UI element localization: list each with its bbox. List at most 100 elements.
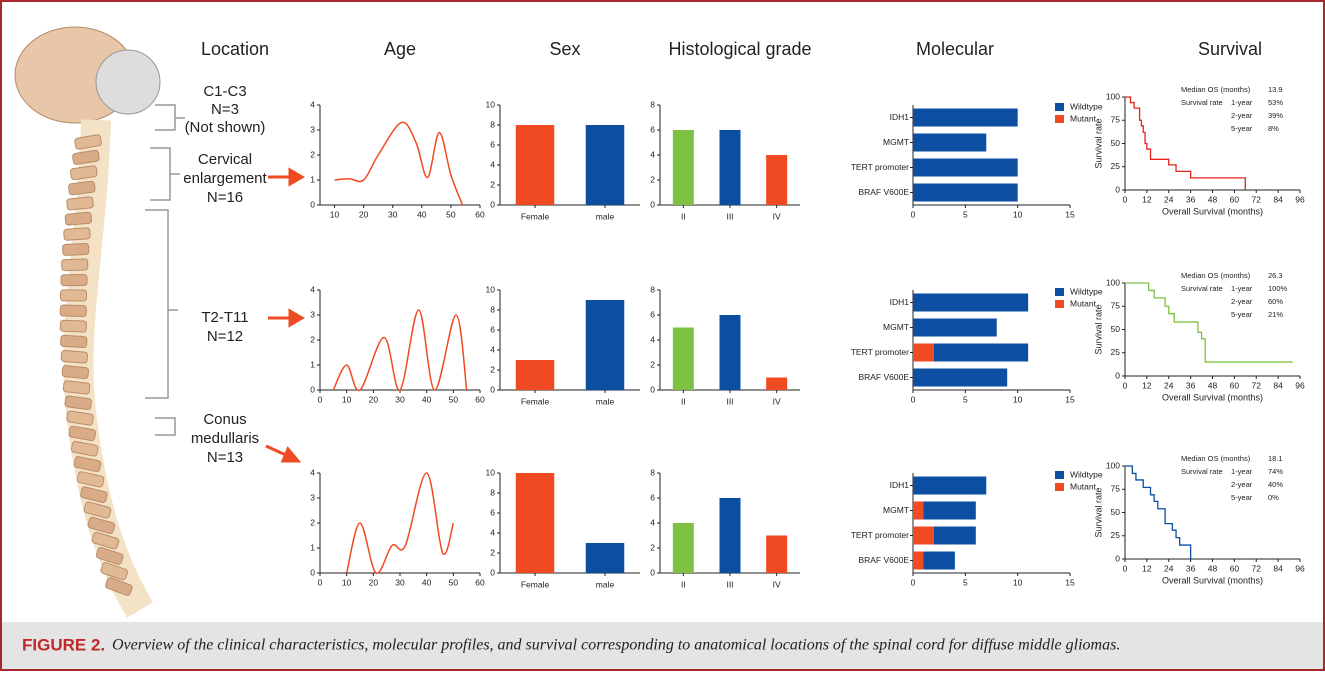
legend-label: Wildtype [1070,101,1103,111]
x-tick-label: 5 [963,209,968,219]
legend-swatch [1055,115,1064,123]
vertebra [60,320,86,332]
x-tick-label: 10 [1013,209,1023,219]
x-tick-label: 40 [422,394,432,404]
y-tick-label: 75 [1111,301,1121,311]
y-tick-label: MGMT [883,322,909,332]
bar [516,360,555,390]
y-tick-label: BRAF V600E [858,555,909,565]
annotation-label: Survival rate [1181,467,1223,476]
x-tick-label: 10 [330,209,340,219]
bar-segment [913,369,1007,387]
x-tick-label: 50 [449,394,459,404]
x-tick-label: 30 [395,577,405,587]
x-tick-label: 20 [369,577,379,587]
annotation-period: 1-year [1231,284,1253,293]
annotation-period: 5-year [1231,310,1253,319]
x-tick-label: 60 [475,209,485,219]
x-tick-label: 20 [369,394,379,404]
y-tick-label: 10 [486,99,496,109]
x-tick-label: male [596,211,615,221]
y-tick-label: 4 [650,149,655,159]
location-label: N=3 [211,101,239,118]
x-tick-label: Female [521,396,550,406]
x-tick-label: 50 [449,577,459,587]
bar [673,328,694,391]
y-tick-label: 0 [490,384,495,394]
bar-segment [913,319,997,337]
x-tick-label: 10 [1013,577,1023,587]
x-tick-label: 15 [1065,209,1075,219]
y-tick-label: 25 [1111,161,1121,171]
y-tick-label: 4 [310,99,315,109]
location-label: Cervical [198,151,252,168]
y-tick-label: TERT promoter [851,162,909,172]
annotation-value: 26.3 [1268,271,1283,280]
annotation-value: 100% [1268,284,1288,293]
column-header: Molecular [916,39,994,59]
x-tick-label: IV [773,579,781,589]
annotation-value: 13.9 [1268,85,1283,94]
x-tick-label: 12 [1142,380,1152,390]
bar-segment [934,527,976,545]
annotation-period: 2-year [1231,480,1253,489]
location-label: N=13 [207,449,243,466]
bar [586,125,625,205]
legend-swatch [1055,471,1064,479]
vertebra [67,197,94,211]
x-tick-label: IV [773,211,781,221]
x-tick-label: III [726,579,733,589]
x-axis-label: Overall Survival (months) [1162,575,1263,585]
vertebra [62,243,88,255]
bar-segment [913,159,1018,177]
x-tick-label: 24 [1164,563,1174,573]
y-tick-label: 50 [1111,138,1121,148]
x-tick-label: 24 [1164,380,1174,390]
y-tick-label: 25 [1111,530,1121,540]
y-tick-label: 75 [1111,115,1121,125]
y-tick-label: 8 [490,487,495,497]
y-tick-label: 4 [310,284,315,294]
legend-swatch [1055,483,1064,491]
x-tick-label: 12 [1142,194,1152,204]
y-tick-label: 4 [490,344,495,354]
y-tick-label: 0 [650,384,655,394]
y-tick-label: 50 [1111,507,1121,517]
caption-text: Overview of the clinical characteristics… [112,637,1120,654]
y-tick-label: 100 [1106,460,1120,470]
x-tick-label: 0 [1123,380,1128,390]
y-tick-label: 0 [1115,184,1120,194]
x-tick-label: 48 [1208,563,1218,573]
x-tick-label: 50 [446,209,456,219]
x-tick-label: Female [521,579,550,589]
y-tick-label: 2 [310,517,315,527]
x-tick-label: 60 [1230,380,1240,390]
bar-segment [913,184,1018,202]
y-axis-label: Survival rate [1093,304,1103,354]
y-tick-label: 3 [310,309,315,319]
x-tick-label: 15 [1065,394,1075,404]
x-tick-label: 0 [1123,563,1128,573]
vertebra [60,305,86,317]
column-header: Location [201,39,269,59]
figure: FIGURE 2. Overview of the clinical chara… [0,0,1325,671]
bar [720,315,741,390]
bar-segment [913,134,986,152]
annotation-label: Median OS (months) [1181,271,1251,280]
y-tick-label: 6 [490,139,495,149]
y-tick-label: 10 [486,284,496,294]
x-tick-label: II [681,211,686,221]
x-tick-label: 0 [318,577,323,587]
location-label: Conus [203,411,246,428]
y-tick-label: 100 [1106,277,1120,287]
x-tick-label: 40 [417,209,427,219]
location-label: T2-T11 [201,309,248,326]
x-tick-label: 60 [1230,563,1240,573]
x-tick-label: 15 [1065,577,1075,587]
annotation-label: Median OS (months) [1181,85,1251,94]
x-tick-label: 20 [359,209,369,219]
vertebra [62,259,88,271]
x-axis-label: Overall Survival (months) [1162,392,1263,402]
x-tick-label: 5 [963,394,968,404]
vertebra [60,335,87,348]
